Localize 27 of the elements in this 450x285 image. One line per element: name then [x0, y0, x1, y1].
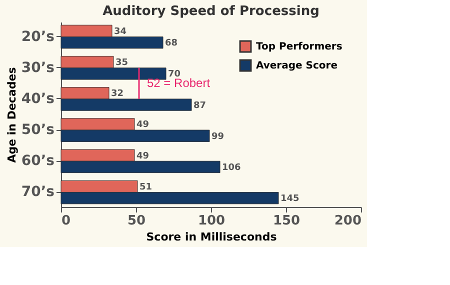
y-tick-label: 40’s: [21, 90, 54, 107]
y-tick-label: 60’s: [21, 153, 54, 170]
data-label: 68: [165, 38, 178, 49]
x-tick-label: 200: [334, 214, 362, 228]
x-tick-label: 0: [62, 214, 71, 228]
x-tick-label: 150: [272, 214, 300, 228]
data-label: 32: [111, 89, 124, 100]
x-tick-label: 50: [127, 214, 146, 228]
y-tick-label: 30’s: [21, 60, 54, 76]
y-tick-label: 20’s: [21, 28, 54, 45]
y-axis-title: Age in Decades: [5, 66, 18, 163]
data-label: 34: [114, 26, 127, 37]
chart-title: Auditory Speed of Processing: [102, 4, 320, 19]
y-tick-label: 70’s: [21, 184, 54, 200]
x-axis-title: Score in Milliseconds: [146, 230, 278, 244]
x-tick-label: 100: [198, 214, 226, 228]
legend-label: Top Performers: [256, 42, 342, 52]
y-tick-label: 50’s: [21, 122, 54, 138]
data-label: 49: [136, 120, 150, 130]
data-label: 87: [194, 100, 206, 111]
legend-label: Average Score: [256, 60, 338, 72]
data-label: 99: [212, 132, 224, 142]
data-label: 106: [222, 162, 241, 173]
data-label: 35: [116, 58, 128, 68]
data-label: 51: [140, 182, 152, 192]
data-label: 49: [136, 151, 150, 162]
data-label: 145: [280, 194, 300, 204]
